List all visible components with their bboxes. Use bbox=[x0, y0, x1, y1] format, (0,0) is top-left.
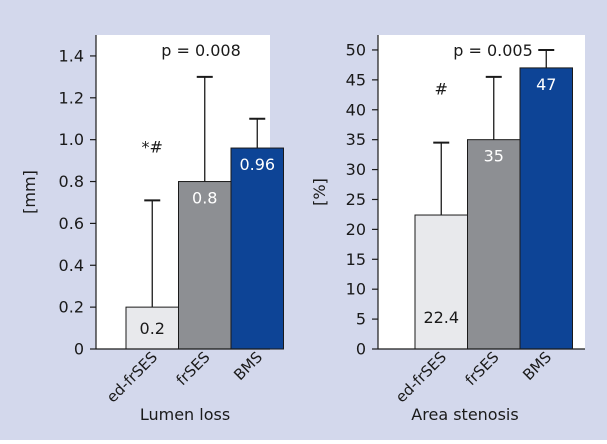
y-tick-label: 35 bbox=[346, 130, 366, 149]
y-tick-label: 0.8 bbox=[59, 172, 84, 191]
annotation: p = 0.008 bbox=[161, 41, 241, 60]
error-bars bbox=[144, 75, 266, 308]
value-label: 22.4 bbox=[423, 308, 459, 327]
y-tick-label: 45 bbox=[346, 70, 366, 89]
value-label: 47 bbox=[536, 75, 556, 94]
y-tick-label: 1.4 bbox=[59, 46, 84, 65]
y-tick-label: 5 bbox=[356, 310, 366, 329]
y-tick-label: 20 bbox=[346, 220, 366, 239]
y-axis-label: [%] bbox=[310, 178, 329, 206]
value-labels: 0.2 0.8 0.96 bbox=[140, 155, 276, 338]
bar-bms bbox=[230, 147, 284, 350]
y-tick-label: 50 bbox=[346, 40, 366, 59]
value-label: 0.96 bbox=[239, 155, 275, 174]
y-tick-label: 10 bbox=[346, 280, 366, 299]
y-axis-label: [mm] bbox=[20, 170, 39, 214]
y-tick-label: 0 bbox=[74, 340, 84, 359]
y-tick-label: 40 bbox=[346, 100, 366, 119]
y-tick-label: 0 bbox=[356, 340, 366, 359]
error-bars bbox=[433, 48, 555, 216]
y-tick-label: 15 bbox=[346, 250, 366, 269]
bar-ed-frses bbox=[414, 214, 468, 350]
x-axis-label: Area stenosis bbox=[411, 405, 518, 424]
bar-bms bbox=[519, 67, 573, 350]
markers: *# bbox=[142, 137, 163, 156]
y-tick-label: 30 bbox=[346, 160, 366, 179]
value-labels: 22.4 35 47 bbox=[423, 75, 556, 327]
value-label: 0.8 bbox=[192, 189, 217, 208]
y-tick-label: 0.2 bbox=[59, 298, 84, 317]
value-label: 0.2 bbox=[140, 319, 165, 338]
bar-frses bbox=[467, 139, 521, 350]
y-tick-label: 0.6 bbox=[59, 214, 84, 233]
significance-marker: # bbox=[435, 80, 448, 99]
x-axis-label: Lumen loss bbox=[140, 405, 230, 424]
y-tick-label: 1.0 bbox=[59, 130, 84, 149]
y-tick-label: 25 bbox=[346, 190, 366, 209]
value-label: 35 bbox=[484, 147, 504, 166]
annotation: p = 0.005 bbox=[453, 41, 533, 60]
y-tick-label: 1.2 bbox=[59, 88, 84, 107]
y-tick-label: 0.4 bbox=[59, 256, 84, 275]
y-ticks: 0 5 10 15 20 25 30 35 40 45 50 bbox=[346, 40, 378, 359]
significance-marker: *# bbox=[142, 137, 163, 156]
y-ticks: 0 0.2 0.4 0.6 0.8 1.0 1.2 1.4 bbox=[59, 46, 96, 359]
markers: # bbox=[435, 80, 448, 99]
bars bbox=[125, 147, 284, 350]
chart-lumen-loss: 0.20.80.96 *# 00.20.40.60.81.01.21.4 ed-… bbox=[20, 35, 284, 424]
